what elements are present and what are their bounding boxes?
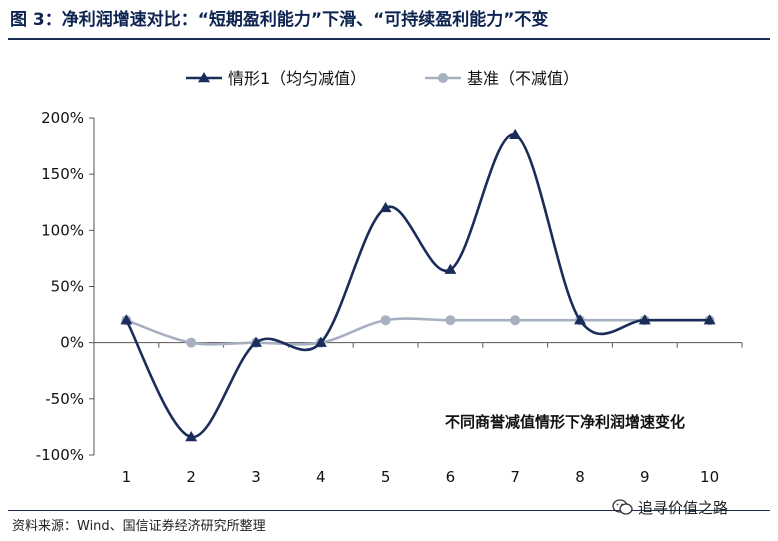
source-note: 资料来源：Wind、国信证券经济研究所整理 (12, 519, 266, 534)
footer-rule (8, 510, 770, 511)
series-0-point (703, 314, 716, 325)
y-tick-label: 0% (60, 334, 84, 352)
series-1-point (445, 315, 456, 326)
x-tick-label: 8 (575, 468, 585, 486)
series-0-point (574, 314, 586, 325)
figure-title: 图 3：净利润增速对比：“短期盈利能力”下滑、“可持续盈利能力”不变 (10, 10, 549, 30)
chart-annotation: 不同商誉减值情形下净利润增速变化 (445, 413, 685, 431)
series-0-point (444, 263, 457, 274)
watermark: 追寻价值之路 (612, 495, 772, 519)
x-tick-label: 9 (640, 468, 650, 486)
series-0-point (638, 314, 651, 325)
watermark-text: 追寻价值之路 (638, 498, 729, 517)
y-tick-label: -50% (45, 390, 84, 408)
series-0-point (185, 431, 198, 442)
series-line-1 (125, 317, 710, 346)
y-tick-label: 50% (51, 278, 84, 296)
legend-marker-1 (438, 73, 448, 83)
series-0-point (509, 128, 522, 140)
y-tick-label: 100% (41, 221, 84, 239)
series-0-point (314, 336, 327, 347)
x-tick-label: 10 (700, 468, 719, 486)
series-line-0 (125, 133, 710, 439)
legend-label-0: 情形1（均匀减值） (228, 69, 366, 88)
series-0-point (120, 314, 133, 325)
x-tick-label: 3 (251, 468, 261, 486)
y-tick-label: 150% (41, 165, 84, 183)
x-tick-label: 7 (510, 468, 520, 486)
legend-marker-0 (198, 72, 210, 83)
series-1-point (380, 315, 391, 326)
wechat-icon (612, 499, 633, 515)
y-tick-label: 200% (41, 109, 84, 127)
legend-label-1: 基准（不减值） (467, 69, 579, 88)
series-0-point (379, 201, 392, 213)
x-tick-label: 2 (186, 468, 196, 486)
series-0-point (250, 336, 262, 347)
title-rule (8, 38, 770, 40)
x-tick-label: 4 (316, 468, 326, 486)
y-tick-label: -100% (36, 446, 84, 464)
x-tick-label: 6 (446, 468, 456, 486)
series-1-point (186, 337, 197, 348)
x-tick-label: 1 (122, 468, 132, 486)
x-tick-label: 5 (381, 468, 391, 486)
series-1-point (510, 315, 521, 326)
